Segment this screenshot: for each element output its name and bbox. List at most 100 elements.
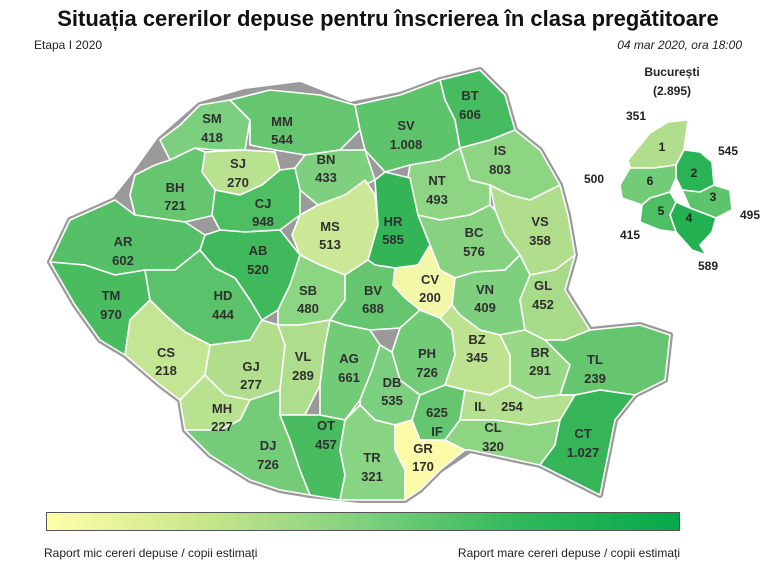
- label-VL-code: VL: [295, 349, 312, 364]
- label-AB-code: AB: [249, 243, 268, 258]
- label-IL-code: IL: [474, 399, 486, 414]
- sector-6-value: 500: [584, 172, 604, 186]
- sector-1-value: 351: [626, 109, 646, 123]
- county-VL[interactable]: [277, 319, 331, 416]
- label-CL-code: CL: [484, 420, 501, 435]
- label-GL-code: GL: [534, 278, 552, 293]
- bucharest-sector-6[interactable]: [619, 164, 677, 206]
- label-GR-code: GR: [413, 441, 433, 456]
- label-MH-value: 227: [211, 419, 233, 434]
- label-SV-value: 1.008: [390, 137, 423, 152]
- label-IF-code: IF: [431, 424, 443, 439]
- map-title: Situația cererilor depuse pentru înscrie…: [57, 6, 719, 31]
- label-CS-value: 218: [155, 363, 177, 378]
- label-IS-value: 803: [489, 162, 511, 177]
- bucharest-total: (2.895): [653, 84, 691, 98]
- label-VN-value: 409: [474, 300, 496, 315]
- label-BV-code: BV: [364, 283, 382, 298]
- label-BN-value: 433: [315, 170, 337, 185]
- label-SJ-value: 270: [227, 175, 249, 190]
- label-SM-code: SM: [202, 111, 222, 126]
- label-AG-code: AG: [339, 351, 359, 366]
- label-AB-value: 520: [247, 262, 269, 277]
- sector-3-value: 495: [740, 208, 760, 222]
- label-HR-code: HR: [384, 214, 403, 229]
- legend-low-label: Raport mic cereri depuse / copii estimaț…: [44, 546, 258, 560]
- label-AG-value: 661: [338, 370, 360, 385]
- bucharest-name: București: [644, 65, 699, 79]
- bucharest-sector-5[interactable]: [639, 191, 677, 233]
- sector-6-num: 6: [647, 174, 654, 188]
- label-BC-value: 576: [463, 244, 485, 259]
- label-SB-value: 480: [297, 301, 319, 316]
- label-TR-value: 321: [361, 469, 383, 484]
- color-scale-bar: [46, 512, 680, 531]
- county-CJ[interactable]: [211, 167, 301, 233]
- label-TL-value: 239: [584, 371, 606, 386]
- label-CJ-code: CJ: [255, 196, 272, 211]
- label-CV-code: CV: [421, 272, 439, 287]
- label-IL-value: 254: [501, 399, 523, 414]
- label-SB-code: SB: [299, 283, 317, 298]
- label-GR-value: 170: [412, 459, 434, 474]
- stage-label: Etapa I 2020: [34, 38, 103, 52]
- sector-2-value: 545: [718, 144, 738, 158]
- county-TL[interactable]: [544, 324, 671, 396]
- label-BT-code: BT: [461, 88, 478, 103]
- label-GJ-value: 277: [240, 377, 262, 392]
- sector-5-num: 5: [658, 204, 665, 218]
- label-BR-code: BR: [531, 345, 550, 360]
- label-MM-value: 544: [271, 132, 293, 147]
- label-PH-value: 726: [416, 365, 438, 380]
- label-CJ-value: 948: [252, 214, 274, 229]
- label-NT-value: 493: [426, 192, 448, 207]
- sector-4-num: 4: [686, 211, 693, 225]
- label-IF-value: 625: [426, 405, 448, 420]
- sector-2-num: 2: [691, 166, 698, 180]
- label-SV-code: SV: [397, 118, 415, 133]
- label-TR-code: TR: [363, 450, 381, 465]
- label-CT-value: 1.027: [567, 445, 600, 460]
- label-GJ-code: GJ: [242, 359, 259, 374]
- label-BR-value: 291: [529, 363, 551, 378]
- label-BZ-code: BZ: [468, 332, 485, 347]
- label-VL-value: 289: [292, 368, 314, 383]
- label-BH-code: BH: [166, 180, 185, 195]
- timestamp: 04 mar 2020, ora 18:00: [617, 38, 742, 52]
- label-CV-value: 200: [419, 290, 441, 305]
- county-CT[interactable]: [539, 389, 636, 496]
- county-BH[interactable]: [129, 147, 216, 223]
- label-OT-code: OT: [317, 418, 335, 433]
- label-VN-code: VN: [476, 282, 494, 297]
- label-TL-code: TL: [587, 352, 603, 367]
- label-SJ-code: SJ: [230, 156, 246, 171]
- label-SM-value: 418: [201, 130, 223, 145]
- label-BH-value: 721: [164, 198, 186, 213]
- label-DB-value: 535: [381, 393, 403, 408]
- label-VS-value: 358: [529, 233, 551, 248]
- label-DB-code: DB: [383, 375, 402, 390]
- label-MM-code: MM: [271, 114, 293, 129]
- sector-5-value: 415: [620, 228, 640, 242]
- label-GL-value: 452: [532, 297, 554, 312]
- label-BT-value: 606: [459, 107, 481, 122]
- county-GR[interactable]: [394, 419, 466, 501]
- label-BV-value: 688: [362, 301, 384, 316]
- label-AR-code: AR: [114, 234, 133, 249]
- label-CT-code: CT: [574, 426, 591, 441]
- label-VS-code: VS: [531, 214, 549, 229]
- label-OT-value: 457: [315, 437, 337, 452]
- label-DJ-code: DJ: [260, 438, 277, 453]
- label-NT-code: NT: [428, 173, 445, 188]
- label-MS-code: MS: [320, 219, 340, 234]
- label-HD-value: 444: [212, 307, 234, 322]
- label-TM-code: TM: [102, 288, 121, 303]
- sector-3-num: 3: [710, 190, 717, 204]
- label-PH-code: PH: [418, 346, 436, 361]
- label-BN-code: BN: [317, 152, 336, 167]
- label-HD-code: HD: [214, 288, 233, 303]
- label-CS-code: CS: [157, 345, 175, 360]
- label-AR-value: 602: [112, 253, 134, 268]
- label-DJ-value: 726: [257, 457, 279, 472]
